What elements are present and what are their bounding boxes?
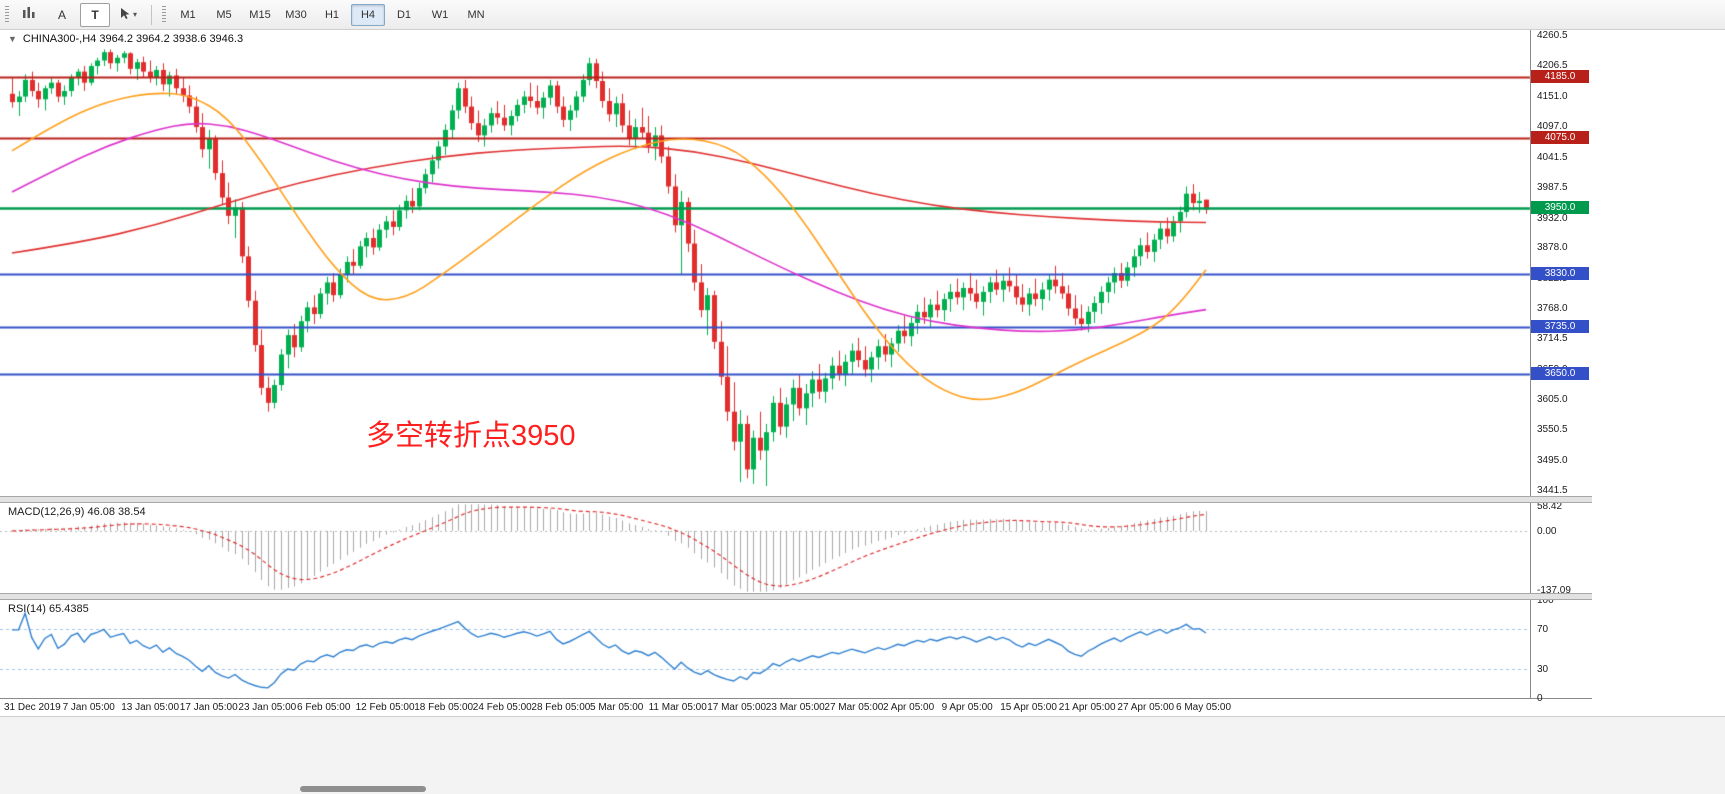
- price-scale-label: 3987.5: [1537, 181, 1568, 193]
- annotation-a-button[interactable]: A: [57, 7, 66, 22]
- time-axis-label: 28 Feb 05:00: [531, 702, 591, 713]
- time-axis-label: 11 Mar 05:00: [648, 702, 707, 713]
- price-scale-label: 3768.0: [1537, 303, 1568, 315]
- chart-annotation-text[interactable]: 多空转折点3950: [366, 420, 576, 452]
- price-scale-label: 4151.0: [1537, 91, 1568, 103]
- timeframe-m5[interactable]: M5: [216, 8, 232, 21]
- toolbar-separator: [151, 4, 152, 25]
- rsi-scale-label: 0: [1537, 693, 1543, 704]
- macd-canvas[interactable]: [0, 503, 1592, 593]
- price-line-label-3650.0[interactable]: 3650.0: [1531, 366, 1589, 380]
- time-axis-label: 23 Mar 05:00: [765, 702, 825, 713]
- price-scale-label: 4041.5: [1537, 151, 1568, 163]
- macd-scale-label: 58.42: [1537, 500, 1563, 512]
- symbol-quote-text: CHINA300-,H4 3964.2 3964.2 3938.6 3946.3: [22, 33, 244, 45]
- price-scale-label: 3441.5: [1537, 484, 1568, 496]
- text-tool-button[interactable]: T: [80, 2, 110, 27]
- time-axis-label: 17 Mar 05:00: [707, 702, 767, 713]
- horizontal-scrollbar-thumb[interactable]: [300, 786, 426, 792]
- time-axis-label: 23 Jan 05:00: [238, 702, 297, 713]
- time-axis-label: 15 Apr 05:00: [1000, 702, 1057, 713]
- time-axis-label: 7 Jan 05:00: [62, 702, 115, 713]
- rsi-scale-label: 70: [1537, 624, 1549, 636]
- price-scale-label: 3932.0: [1537, 212, 1568, 224]
- time-axis-label: 27 Mar 05:00: [824, 702, 884, 713]
- time-axis-label: 27 Apr 05:00: [1117, 702, 1175, 713]
- toolbar-drag-handle[interactable]: [162, 5, 166, 24]
- rsi-canvas[interactable]: [0, 600, 1592, 698]
- price-scale-label: 3495.0: [1537, 454, 1568, 466]
- chart-type-button[interactable]: [14, 3, 44, 27]
- cursor-arrow-icon: [119, 7, 131, 23]
- panel-separator[interactable]: [0, 593, 1592, 600]
- macd-scale-label: -137.09: [1537, 584, 1571, 596]
- toolbar-drag-handle[interactable]: [5, 5, 9, 24]
- time-axis-label: 24 Feb 05:00: [472, 702, 532, 713]
- time-axis-label: 18 Feb 05:00: [414, 702, 474, 713]
- price-line-label-3735.0[interactable]: 3735.0: [1531, 319, 1589, 333]
- price-scale-label: 4260.5: [1537, 30, 1568, 42]
- time-axis-label: 6 May 05:00: [1176, 702, 1232, 713]
- bottom-panel: [0, 716, 1725, 794]
- macd-label: MACD(12,26,9) 46.08 38.54: [8, 506, 146, 518]
- time-axis-label: 13 Jan 05:00: [121, 702, 180, 713]
- rsi-scale-label: 30: [1537, 663, 1549, 675]
- one-click-trading-toggle[interactable]: ▼: [8, 34, 17, 44]
- panel-separator[interactable]: [0, 496, 1592, 503]
- time-axis-label: 2 Apr 05:00: [883, 702, 935, 713]
- time-axis-label: 5 Mar 05:00: [590, 702, 644, 713]
- time-axis-label: 12 Feb 05:00: [355, 702, 415, 713]
- time-axis-label: 6 Feb 05:00: [297, 702, 351, 713]
- price-line-label-4075.0[interactable]: 4075.0: [1531, 131, 1589, 145]
- macd-scale-label: 0.00: [1537, 525, 1557, 537]
- price-scale-label: 4206.5: [1537, 60, 1568, 72]
- timeframe-h1[interactable]: H1: [324, 8, 340, 21]
- timeframe-w1[interactable]: W1: [431, 8, 449, 21]
- cursor-tool-button[interactable]: ▾: [113, 3, 143, 27]
- timeframe-mn[interactable]: MN: [467, 8, 485, 21]
- price-scale-label: 3878.0: [1537, 242, 1568, 254]
- time-axis-label: 17 Jan 05:00: [179, 702, 238, 713]
- timeframe-m15[interactable]: M15: [249, 8, 271, 21]
- timeframe-h4[interactable]: H4: [351, 3, 385, 26]
- symbol-quote-header: ▼ CHINA300-,H4 3964.2 3964.2 3938.6 3946…: [8, 33, 243, 45]
- chart-window: ▼ CHINA300-,H4 3964.2 3964.2 3938.6 3946…: [0, 30, 1725, 794]
- chevron-down-icon: ▾: [132, 10, 137, 19]
- timeframe-m30[interactable]: M30: [285, 8, 307, 21]
- price-scale-label: 4097.0: [1537, 120, 1568, 132]
- main-chart-canvas[interactable]: [0, 30, 1592, 496]
- time-axis-label: 31 Dec 2019: [4, 702, 61, 713]
- timeframe-toolbar: M1 M5 M15 M30 H1 H4 D1 W1 MN: [171, 3, 493, 26]
- rsi-label: RSI(14) 65.4385: [8, 603, 89, 615]
- rsi-scale-label: 100: [1537, 595, 1554, 606]
- price-line-label-4185.0[interactable]: 4185.0: [1531, 70, 1589, 84]
- price-line-label-3830.0[interactable]: 3830.0: [1531, 267, 1589, 281]
- timeframe-m1[interactable]: M1: [180, 8, 196, 21]
- time-axis-label: 9 Apr 05:00: [941, 702, 993, 713]
- price-scale-label: 3714.5: [1537, 333, 1568, 345]
- price-scale-label: 3550.5: [1537, 424, 1568, 436]
- timeframe-d1[interactable]: D1: [396, 8, 412, 21]
- price-axis-border: [1530, 30, 1531, 716]
- price-scale-label: 3605.0: [1537, 393, 1568, 405]
- top-toolbar: A T ▾ M1 M5 M15 M30 H1 H4 D1 W1 MN: [0, 0, 1725, 30]
- time-axis[interactable]: 31 Dec 2019 7 Jan 05:00 13 Jan 05:00 17 Jan…: [0, 698, 1592, 717]
- time-axis-label: 21 Apr 05:00: [1058, 702, 1116, 713]
- chart-bars-icon: [22, 6, 36, 23]
- price-line-label-3950.0[interactable]: 3950.0: [1531, 200, 1589, 214]
